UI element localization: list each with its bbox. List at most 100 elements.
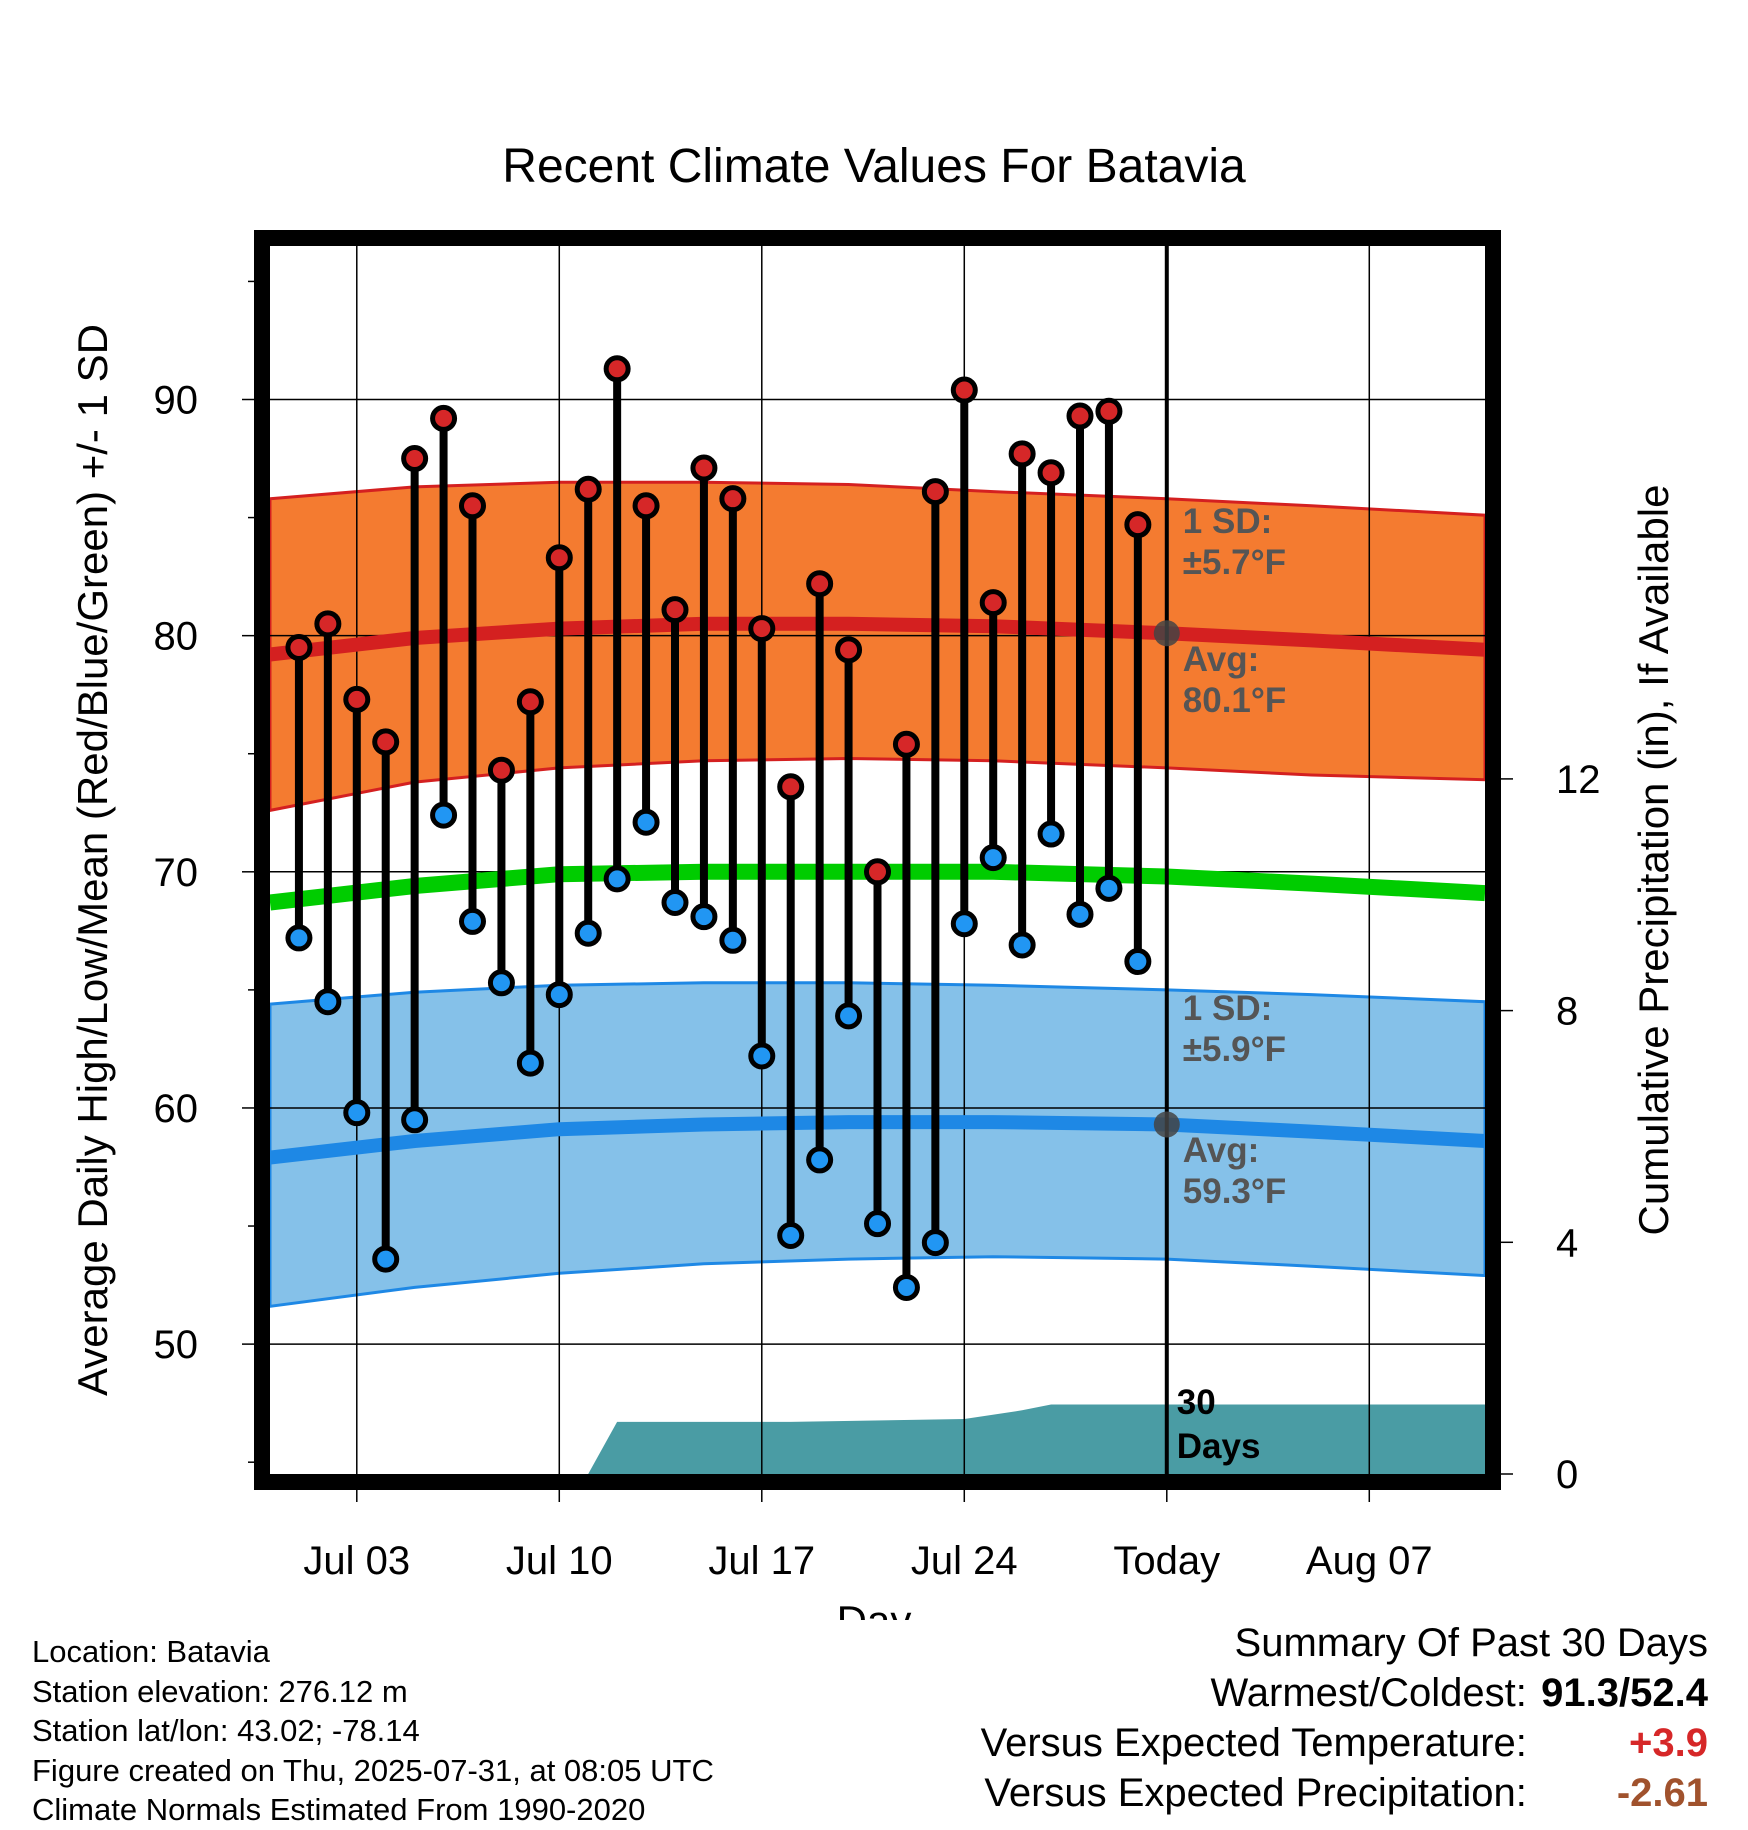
daily-low-point: [343, 1099, 371, 1127]
daily-high-point: [1066, 402, 1094, 430]
high-sd-label: 1 SD:: [1183, 502, 1272, 541]
daily-low-point: [603, 865, 631, 893]
y-tick-label-60: 60: [154, 1087, 199, 1131]
x-axis-label: Day: [837, 1597, 912, 1620]
temp-value: +3.9: [1629, 1721, 1708, 1765]
daily-high-point: [892, 730, 920, 758]
daily-high-point: [1008, 440, 1036, 468]
y2-tick-label-12: 12: [1556, 758, 1601, 802]
daily-high-point: [748, 615, 776, 643]
x-tick-label-4: Today: [1113, 1539, 1220, 1583]
y2-tick-label-0: 0: [1556, 1453, 1578, 1497]
daily-high-point: [314, 610, 342, 638]
precipitation-area: [588, 1404, 1485, 1474]
daily-high-point: [545, 544, 573, 572]
daily-high-point: [285, 633, 313, 661]
plot-frame: [254, 230, 1501, 1490]
latlon-text: Station lat/lon: 43.02; -78.14: [32, 1713, 420, 1748]
daily-high-point: [690, 454, 718, 482]
daily-low-point: [459, 907, 486, 935]
daily-low-point: [545, 981, 573, 1009]
x-tick-label-5: Aug 07: [1306, 1539, 1433, 1583]
precip-value: -2.61: [1616, 1771, 1708, 1815]
daily-high-point: [632, 492, 660, 520]
today-high-normal-marker: [1153, 620, 1180, 647]
daily-high-point: [459, 492, 486, 520]
daily-low-point: [1066, 900, 1094, 928]
normals-text: Climate Normals Estimated From 1990-2020: [32, 1792, 646, 1827]
daily-high-point: [806, 570, 834, 598]
y-tick-label-90: 90: [154, 379, 199, 423]
summary-warmest-row: Warmest/Coldest: 91.3/52.4: [981, 1668, 1709, 1718]
daily-low-point: [1095, 874, 1123, 902]
daily-low-point: [950, 910, 978, 938]
y-axis-label: Average Daily High/Low/Mean (Red/Blue/Gr…: [69, 324, 116, 1396]
elevation-text: Station elevation: 276.12 m: [32, 1673, 408, 1709]
period-label-unit: Days: [1177, 1427, 1261, 1466]
summary-precip-row: Versus Expected Precipitation: -2.61: [981, 1768, 1708, 1818]
daily-low-point: [285, 924, 313, 952]
created-text: Figure created on Thu, 2025-07-31, at 08…: [32, 1752, 714, 1788]
location-text: Location: Batavia: [32, 1634, 270, 1669]
daily-low-point: [1008, 931, 1036, 959]
today-low-normal-marker: [1153, 1111, 1180, 1138]
y-tick-label-50: 50: [154, 1323, 199, 1367]
x-tick-label-1: Jul 10: [506, 1539, 613, 1583]
daily-low-point: [1037, 820, 1065, 848]
daily-high-point: [921, 478, 949, 506]
daily-low-point: [835, 1002, 863, 1030]
x-tick-label-0: Jul 03: [303, 1539, 410, 1583]
daily-low-point: [401, 1106, 429, 1134]
daily-low-point: [430, 801, 458, 829]
y2-tick-label-8: 8: [1556, 990, 1578, 1034]
x-tick-label-3: Jul 24: [911, 1539, 1018, 1583]
summary-panel: Summary Of Past 30 Days Warmest/Coldest:…: [981, 1618, 1708, 1818]
daily-high-point: [777, 773, 805, 801]
daily-high-point: [835, 636, 863, 664]
daily-low-point: [574, 919, 602, 947]
station-info: Location: Batavia Station elevation: 276…: [32, 1632, 714, 1830]
daily-high-point: [979, 589, 1007, 617]
daily-low-point: [864, 1210, 891, 1238]
daily-low-point: [719, 926, 747, 954]
daily-high-point: [574, 475, 602, 503]
y2-tick-label-4: 4: [1556, 1221, 1578, 1265]
daily-high-point: [719, 485, 747, 513]
y2-axis-label: Cumulative Precipitation (in), If Availa…: [1630, 485, 1677, 1236]
low-sd-label: 1 SD:: [1183, 989, 1272, 1028]
daily-low-point: [921, 1229, 949, 1257]
daily-low-point: [748, 1042, 776, 1070]
daily-high-point: [430, 404, 458, 432]
summary-title: Summary Of Past 30 Days: [1234, 1621, 1708, 1665]
daily-low-point: [314, 988, 342, 1016]
daily-high-point: [864, 858, 891, 886]
daily-high-point: [516, 688, 544, 716]
daily-high-point: [401, 445, 429, 473]
daily-high-point: [603, 355, 631, 383]
high-avg-value: 80.1°F: [1183, 681, 1287, 720]
daily-low-point: [690, 903, 718, 931]
warmest-label: Warmest/Coldest:: [1210, 1671, 1527, 1715]
daily-low-point: [1124, 948, 1152, 976]
chart-title: Recent Climate Values For Batavia: [502, 140, 1246, 193]
daily-high-point: [1095, 397, 1123, 425]
summary-temp-row: Versus Expected Temperature: +3.9: [981, 1718, 1708, 1768]
daily-low-point: [516, 1049, 544, 1077]
climate-chart: Recent Climate Values For Batavia 1 SD:±…: [69, 140, 1677, 1620]
daily-high-point: [1124, 511, 1152, 539]
daily-low-point: [979, 844, 1007, 872]
temp-label: Versus Expected Temperature:: [980, 1721, 1527, 1765]
high-avg-label: Avg:: [1183, 640, 1259, 679]
daily-high-point: [487, 756, 515, 784]
daily-low-point: [661, 889, 689, 917]
period-label-number: 30: [1177, 1383, 1216, 1422]
warmest-value: 91.3/52.4: [1541, 1671, 1708, 1715]
low-avg-label: Avg:: [1183, 1131, 1259, 1170]
low-avg-value: 59.3°F: [1183, 1172, 1287, 1211]
y-tick-label-80: 80: [154, 615, 199, 659]
y-tick-label-70: 70: [154, 851, 199, 895]
daily-low-point: [777, 1221, 805, 1249]
x-tick-label-2: Jul 17: [708, 1539, 815, 1583]
daily-high-point: [343, 685, 371, 713]
